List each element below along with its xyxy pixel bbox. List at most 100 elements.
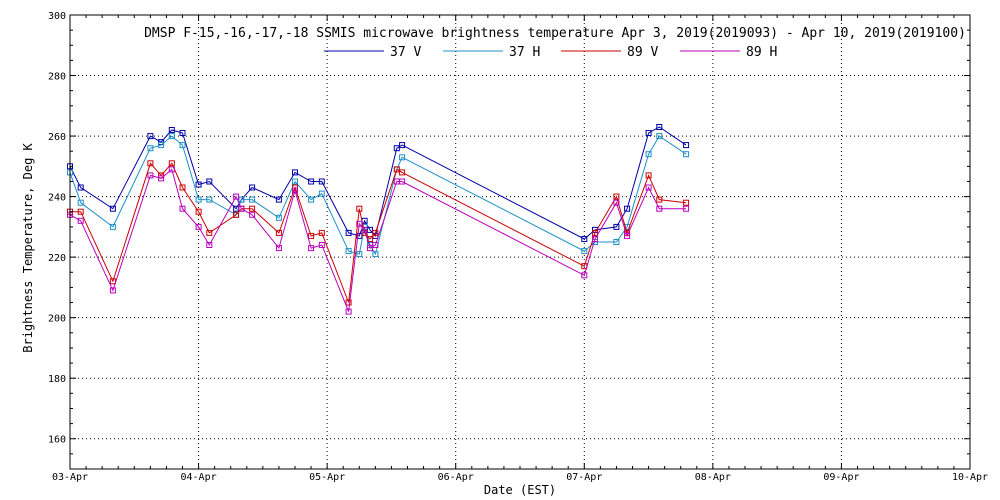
data-point: [656, 196, 663, 203]
data-point: [206, 178, 213, 185]
data-point: [645, 172, 652, 179]
data-point: [683, 199, 690, 206]
data-point: [195, 196, 202, 203]
data-point: [168, 160, 175, 167]
x-tick-label: 04-Apr: [181, 472, 217, 483]
data-point: [613, 193, 620, 200]
data-point: [147, 145, 154, 152]
data-point: [613, 199, 620, 206]
data-point: [345, 308, 352, 315]
data-point: [275, 245, 282, 252]
data-point: [275, 196, 282, 203]
data-point: [683, 142, 690, 149]
data-point: [645, 184, 652, 191]
data-point: [206, 196, 213, 203]
data-point: [109, 287, 116, 294]
data-point: [345, 229, 352, 236]
data-point: [399, 169, 406, 176]
data-point: [308, 232, 315, 239]
data-point: [356, 251, 363, 258]
data-point: [249, 184, 256, 191]
data-point: [581, 272, 588, 279]
data-point: [399, 178, 406, 185]
data-point: [292, 187, 298, 194]
y-tick-label: 300: [48, 11, 66, 22]
data-point: [275, 229, 282, 236]
data-point: [168, 133, 175, 140]
data-point: [318, 178, 325, 185]
legend-label: 37 V: [390, 45, 421, 60]
x-tick-label: 08-Apr: [695, 472, 731, 483]
x-tick-label: 10-Apr: [952, 472, 988, 483]
data-point: [168, 166, 175, 173]
y-tick-label: 160: [48, 435, 66, 446]
x-tick-label: 06-Apr: [438, 472, 474, 483]
data-point: [179, 205, 186, 212]
legend: 37 V 37 H 89 V 89 H: [324, 45, 777, 60]
data-point: [318, 229, 325, 236]
data-point: [581, 248, 588, 255]
data-point: [308, 178, 315, 185]
data-point: [158, 142, 165, 149]
y-tick-label: 180: [48, 374, 66, 385]
data-point: [275, 214, 282, 221]
data-point: [372, 251, 379, 258]
data-point: [179, 184, 186, 191]
data-point: [683, 205, 690, 212]
data-point: [656, 205, 663, 212]
y-tick-label: 280: [48, 72, 66, 83]
data-point: [147, 133, 154, 140]
data-point: [345, 248, 352, 255]
data-point: [109, 205, 116, 212]
data-point: [195, 223, 202, 230]
data-point: [179, 130, 186, 136]
data-point: [195, 208, 202, 215]
x-tick-label: 09-Apr: [823, 472, 859, 483]
data-point: [361, 226, 368, 233]
data-point: [77, 208, 84, 215]
legend-label: 37 H: [509, 45, 540, 60]
y-tick-label: 240: [48, 193, 66, 204]
data-point: [77, 199, 84, 206]
data-point: [581, 236, 588, 242]
data-point: [367, 245, 373, 252]
data-point: [372, 242, 379, 248]
data-point: [683, 151, 690, 158]
data-point: [613, 239, 620, 245]
data-point: [624, 232, 631, 239]
chart-title: DMSP F-15,-16,-17,-18 SSMIS microwave br…: [144, 26, 966, 41]
series-line-1: [69, 135, 687, 256]
data-point: [238, 205, 245, 212]
data-point: [356, 220, 363, 227]
data-point: [318, 190, 325, 197]
data-point: [656, 133, 663, 140]
data-point: [399, 154, 406, 161]
data-point: [233, 193, 240, 200]
data-point: [645, 151, 652, 158]
data-point: [292, 169, 298, 176]
y-tick-label: 200: [48, 314, 66, 325]
x-tick-label: 03-Apr: [52, 472, 88, 483]
plot-frame: [69, 14, 971, 470]
data-point: [356, 205, 363, 212]
data-point: [77, 184, 84, 191]
x-axis-title: Date (EST): [484, 483, 556, 497]
data-point: [249, 196, 256, 203]
data-point: [308, 196, 315, 203]
data-point: [393, 145, 400, 152]
data-point: [613, 223, 620, 230]
x-tick-label: 05-Apr: [309, 472, 345, 483]
data-point: [109, 223, 116, 230]
data-point: [77, 217, 84, 224]
data-point: [206, 242, 213, 248]
data-point: [249, 211, 256, 218]
data-point: [645, 130, 652, 136]
data-point: [592, 236, 598, 242]
data-point: [318, 242, 325, 248]
data-point: [179, 142, 186, 149]
data-point: [168, 127, 175, 133]
data-point: [624, 205, 631, 212]
data-point: [249, 205, 256, 212]
legend-label: 89 V: [627, 45, 658, 60]
